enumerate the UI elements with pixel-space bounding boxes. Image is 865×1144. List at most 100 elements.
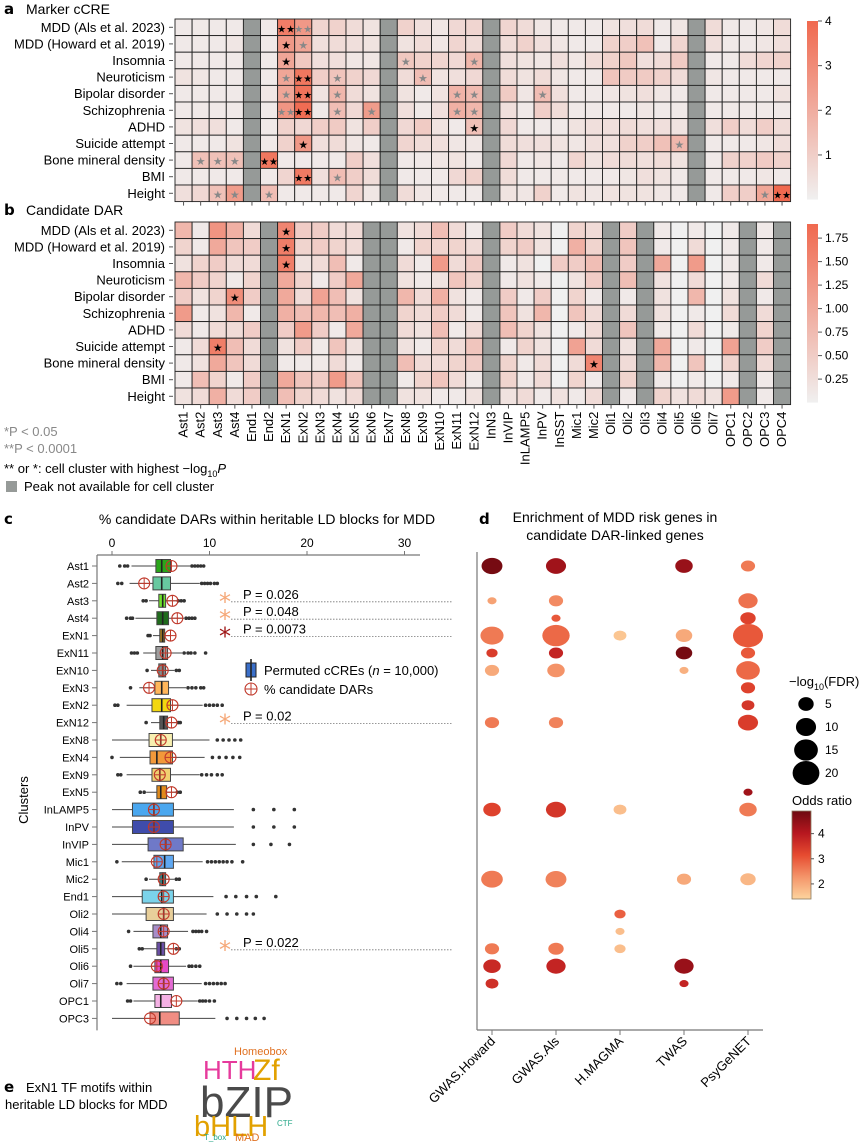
a-cell xyxy=(225,18,244,37)
a-cell xyxy=(755,101,774,120)
b-cell xyxy=(704,387,723,406)
b-cell xyxy=(174,287,193,306)
c-significance-star: * xyxy=(219,936,231,964)
a-cell xyxy=(311,84,330,103)
c-outlier xyxy=(204,929,209,934)
b-cell xyxy=(755,271,774,289)
a-cell xyxy=(738,118,757,136)
c-outlier xyxy=(137,947,142,951)
a-significance-mark: ★★ xyxy=(294,91,312,102)
a-cell xyxy=(550,151,569,169)
b-cell xyxy=(653,254,672,273)
a-cell xyxy=(191,167,210,186)
a-cell xyxy=(533,184,552,203)
b-significance-mark: ★ xyxy=(589,359,599,371)
legend-permuted-label: Permuted cCREs (n = 10,000) xyxy=(264,663,439,678)
c-outlier xyxy=(199,581,204,586)
panel-e-title-line2: heritable LD blocks for MDD xyxy=(5,1097,168,1112)
b-cell xyxy=(362,221,381,240)
c-outlier xyxy=(203,703,208,707)
c-outlier xyxy=(201,686,206,690)
c-outlier xyxy=(215,773,220,777)
b-cell xyxy=(277,354,296,372)
c-outlier xyxy=(135,651,140,655)
c-p-value: P = 0.048 xyxy=(243,604,299,619)
b-cell xyxy=(379,387,398,406)
panel-d-axes: GWAS.Howard GWAS.Als H.MAGMA TWAS PsyGeNET xyxy=(426,552,763,1106)
a-cell xyxy=(413,35,432,53)
b-cell xyxy=(379,337,398,356)
a-cell xyxy=(208,51,227,70)
a-significance-mark: ★ xyxy=(213,156,223,168)
b-cell xyxy=(516,370,535,389)
a-cell xyxy=(584,167,603,186)
c-outlier xyxy=(225,860,229,864)
b-cell xyxy=(721,287,740,306)
b-cell xyxy=(738,387,757,406)
c-outlier xyxy=(238,738,243,742)
b-colorbar-tick-label: 0.50 xyxy=(825,349,849,363)
a-cell xyxy=(225,51,244,70)
a-cell xyxy=(260,101,279,120)
b-cell xyxy=(242,354,261,372)
b-cell xyxy=(396,337,415,356)
c-outlier xyxy=(272,825,276,829)
b-cell xyxy=(465,354,484,372)
a-cell xyxy=(174,84,193,103)
a-cell xyxy=(242,184,261,203)
panel-b-column-labels: Ast1 Ast2 Ast3 Ast4 End1 End2 ExN1 ExN2 ExN3 ExN4… xyxy=(176,411,789,465)
a-significance-mark: ★ xyxy=(230,156,240,168)
a-cell xyxy=(260,35,279,53)
b-column-label: ExN11 xyxy=(449,412,464,450)
b-cell xyxy=(636,337,655,356)
b-cell xyxy=(260,337,279,356)
a-cell xyxy=(533,101,552,120)
a-cell xyxy=(413,51,432,70)
a-cell xyxy=(773,18,792,37)
b-cell xyxy=(482,304,501,323)
a-cell xyxy=(396,134,415,153)
b-cell xyxy=(191,254,210,273)
b-cell xyxy=(448,321,467,339)
b-cell xyxy=(345,254,364,273)
d-point xyxy=(481,557,503,575)
b-cell xyxy=(636,287,655,306)
word-homeobox: Homeobox xyxy=(234,1046,288,1058)
a-cell xyxy=(755,35,774,53)
a-significance-mark: ★★ xyxy=(294,74,312,85)
b-cell xyxy=(533,321,552,339)
a-significance-mark: ★★ xyxy=(277,107,295,118)
a-significance-mark: ★ xyxy=(452,106,462,118)
b-cell xyxy=(619,238,638,256)
b-cell xyxy=(755,287,774,306)
d-point xyxy=(484,717,500,729)
b-cell xyxy=(704,354,723,372)
a-cell xyxy=(482,167,501,186)
b-cell xyxy=(413,271,432,289)
a-cell xyxy=(413,167,432,186)
a-cell xyxy=(345,118,364,136)
a-cell xyxy=(636,35,655,53)
c-cluster-label: ExN8 xyxy=(62,735,89,747)
d-point xyxy=(548,717,564,729)
c-outlier xyxy=(251,825,256,829)
b-cell xyxy=(294,271,313,289)
a-cell xyxy=(721,167,740,186)
a-cell xyxy=(773,167,792,186)
a-cell xyxy=(602,118,621,136)
b-cell xyxy=(773,271,792,289)
word-ctf: CTF xyxy=(277,1119,293,1128)
a-cell xyxy=(721,68,740,86)
c-outlier xyxy=(262,1016,266,1021)
a-cell xyxy=(619,151,638,169)
a-cell xyxy=(533,151,552,169)
b-cell xyxy=(208,221,227,240)
b-cell xyxy=(345,287,364,306)
a-cell xyxy=(704,151,723,169)
b-cell xyxy=(431,337,450,356)
d-point xyxy=(739,802,757,817)
b-cell xyxy=(396,221,415,240)
b-cell xyxy=(328,221,347,240)
b-row-label: MDD (Howard et al. 2019) xyxy=(14,239,165,254)
a-cell xyxy=(755,18,774,37)
